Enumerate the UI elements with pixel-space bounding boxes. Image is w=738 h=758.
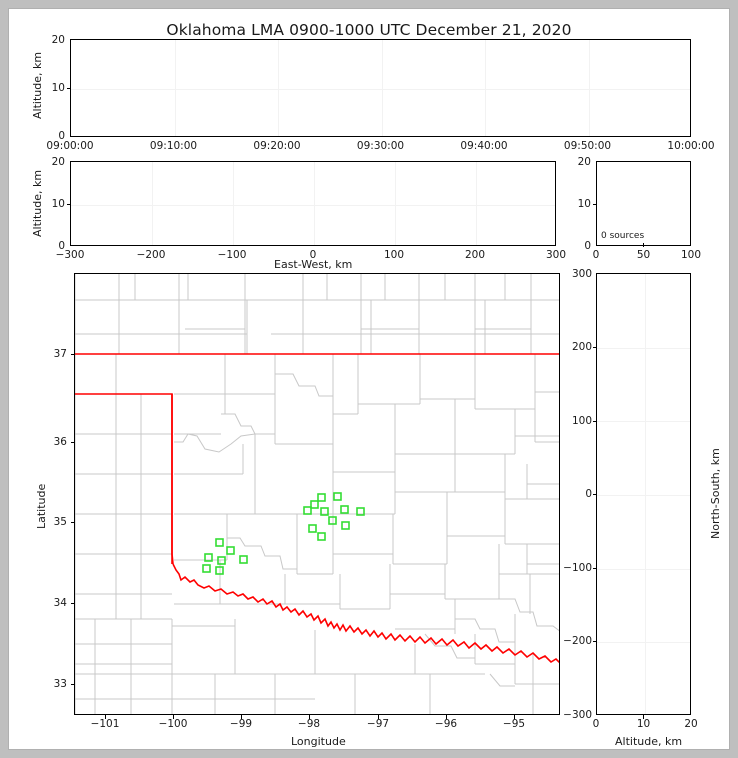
tick-ns-100: 100: [571, 415, 592, 427]
tick-time-x-4: 09:40:00: [460, 140, 508, 152]
axis-label-map-y: Latitude: [35, 483, 48, 529]
tick-map-lon-101: −101: [90, 718, 120, 730]
tick-map-lat-33: 33: [53, 678, 67, 690]
tick-ns-0: 0: [585, 488, 592, 500]
tick-ew-x-6: 300: [545, 249, 567, 261]
lma-station-marker: [317, 532, 326, 541]
panel-map[interactable]: [74, 273, 560, 715]
source-count-annotation: 0 sources: [601, 231, 645, 241]
tick-hist-y-0: 0: [584, 240, 591, 252]
tick-time-x-0: 09:00:00: [46, 140, 94, 152]
tick-hist-y-20: 20: [577, 156, 591, 168]
lma-station-marker: [215, 566, 224, 575]
tick-hist-x-0: 0: [592, 249, 600, 261]
figure-canvas: Oklahoma LMA 0900-1000 UTC December 21, …: [8, 8, 730, 750]
tick-ns-alt-0: 0: [592, 718, 600, 730]
axis-label-ew-height-x: East-West, km: [274, 258, 353, 271]
tick-time-x-6: 10:00:00: [667, 140, 715, 152]
tick-map-lon-97: −97: [366, 718, 390, 730]
panel-source-histogram[interactable]: [596, 161, 691, 246]
panel-ns-height[interactable]: [596, 273, 691, 715]
tick-ns-m200: −200: [563, 635, 592, 647]
page-title: Oklahoma LMA 0900-1000 UTC December 21, …: [166, 21, 572, 39]
tick-time-height-y-10: 10: [51, 82, 65, 94]
lma-station-marker: [308, 524, 317, 533]
tick-ew-x-0: −300: [55, 249, 85, 261]
lma-station-marker: [320, 507, 329, 516]
tick-ns-m300: −300: [563, 709, 592, 721]
tick-time-x-5: 09:50:00: [563, 140, 612, 152]
county-lines: [75, 274, 559, 714]
tick-ns-300: 300: [571, 268, 592, 280]
lma-station-marker: [341, 521, 350, 530]
panel-time-height[interactable]: [70, 39, 691, 137]
lma-station-marker: [356, 507, 365, 516]
lma-station-marker: [317, 493, 326, 502]
axis-label-map-x: Longitude: [291, 735, 346, 748]
axis-label-ns-height-x: Altitude, km: [615, 735, 683, 748]
tick-time-height-y-20: 20: [51, 34, 65, 46]
axis-label-ew-height-y: Altitude, km: [31, 169, 44, 237]
tick-time-x-2: 09:20:00: [253, 140, 301, 152]
tick-time-height-y-0: 0: [58, 130, 65, 142]
tick-ew-x-2: −100: [217, 249, 247, 261]
tick-ns-alt-10: 10: [636, 718, 651, 730]
tick-ew-height-y-10: 10: [51, 198, 65, 210]
tick-ns-alt-20: 20: [684, 718, 698, 730]
tick-map-lon-100: −100: [158, 718, 188, 730]
lma-station-marker: [217, 556, 226, 565]
lma-station-marker: [310, 500, 319, 509]
tick-hist-x-100: 100: [680, 249, 702, 261]
tick-time-x-1: 09:10:00: [149, 140, 198, 152]
lma-station-marker: [340, 505, 349, 514]
tick-map-lat-34: 34: [53, 597, 67, 609]
axis-label-ns-height-y: North-South, km: [709, 448, 722, 539]
tick-hist-y-10: 10: [577, 198, 591, 210]
tick-time-x-3: 09:30:00: [356, 140, 405, 152]
lma-station-marker: [226, 546, 235, 555]
panel-ew-height[interactable]: [70, 161, 556, 246]
tick-map-lon-96: −96: [434, 718, 458, 730]
tick-ew-x-3: 0: [309, 249, 317, 261]
tick-map-lon-99: −99: [229, 718, 253, 730]
lma-station-marker: [239, 555, 248, 564]
tick-map-lat-35: 35: [53, 516, 67, 528]
axis-label-time-height-y: Altitude, km: [31, 51, 44, 119]
tick-ew-x-1: −200: [136, 249, 166, 261]
lma-station-marker: [303, 506, 312, 515]
lma-station-markers: [202, 492, 365, 575]
tick-ew-x-5: 200: [464, 249, 486, 261]
tick-ew-height-y-0: 0: [58, 240, 65, 252]
tick-ns-200: 200: [571, 341, 592, 353]
tick-map-lat-37: 37: [53, 348, 67, 360]
lma-station-marker: [333, 492, 342, 501]
tick-map-lon-95: −95: [502, 718, 526, 730]
tick-map-lat-36: 36: [53, 436, 67, 448]
map-geometry: [75, 274, 559, 714]
tick-ew-height-y-20: 20: [51, 156, 65, 168]
tick-map-lon-98: −98: [297, 718, 321, 730]
lma-station-marker: [215, 538, 224, 547]
tick-ew-x-4: 100: [383, 249, 405, 261]
lma-station-marker: [328, 516, 337, 525]
state-border-oklahoma: [75, 353, 559, 664]
tick-hist-x-50: 50: [636, 249, 651, 261]
lma-station-marker: [204, 553, 213, 562]
lma-station-marker: [202, 564, 211, 573]
tick-ns-m100: −100: [563, 562, 592, 574]
